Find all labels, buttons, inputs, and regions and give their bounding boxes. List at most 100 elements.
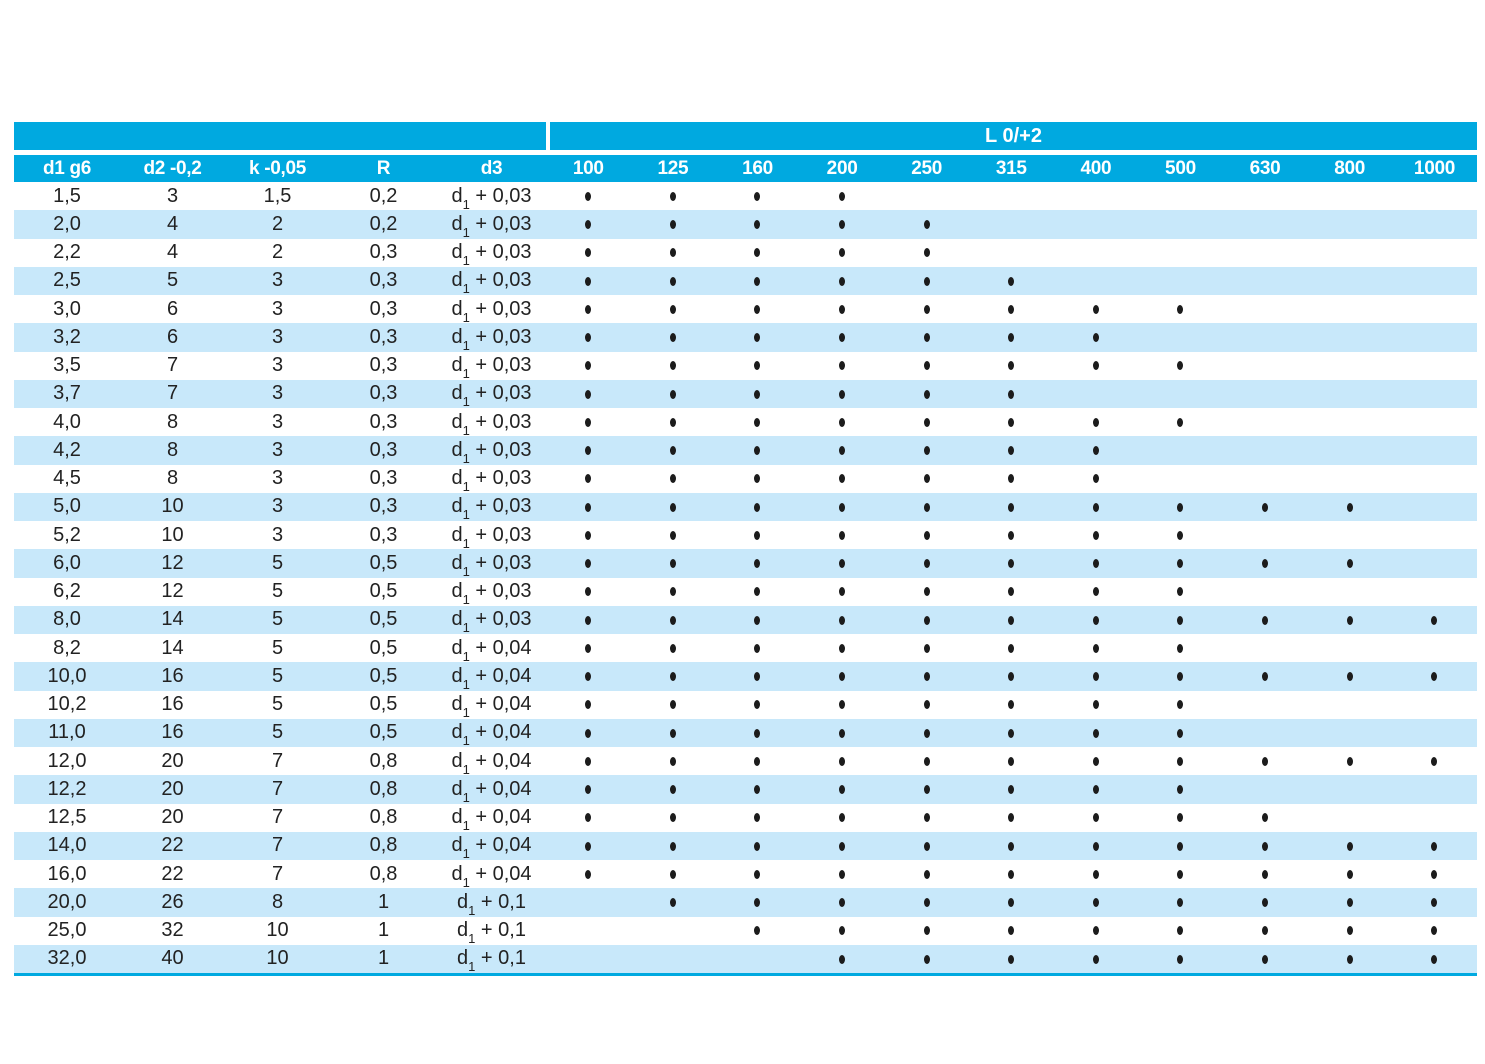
cell-k: 7 [271,862,284,885]
cell-d3: d1 + 0,1 [437,888,546,917]
cell-d2: 7 [166,354,179,377]
cell-length-400 [1053,775,1139,804]
availability-dot [1092,530,1099,540]
cell-length-1000 [1391,888,1477,917]
availability-dot [1346,869,1353,879]
table-row: 3,5 7 3 0,3 d1 + 0,03 [14,352,1477,380]
availability-dot [839,530,846,540]
availability-dot [754,446,761,456]
availability-dot [1177,304,1184,314]
cell-length-200 [799,888,885,917]
availability-dot [754,841,761,851]
availability-dot [585,615,592,625]
availability-dot [1262,954,1269,964]
cell-length-125 [631,408,716,436]
cell-r: 0,3 [330,492,437,521]
cell-length-250 [884,831,969,860]
availability-dot [669,220,676,230]
cell-length-160 [715,408,800,436]
cell-length-200 [800,239,885,267]
availability-dot [923,304,930,314]
cell-length-200 [800,521,885,549]
cell-length-200 [800,804,885,832]
cell-r: 0,5 [330,662,437,691]
cell-length-500 [1138,605,1223,634]
cell-length-250 [884,634,969,662]
cell-length-1000 [1392,295,1477,323]
cell-length-400 [1054,691,1139,719]
availability-dot [923,700,930,710]
cell-length-125 [630,831,716,860]
cell-length-500 [1138,691,1223,719]
cell-length-630 [1223,352,1308,380]
cell-length-200 [800,182,885,210]
cell-length-160 [715,578,800,606]
cell-length-125 [630,944,716,973]
availability-dot [923,898,930,908]
cell-d1: 6,2 [53,580,81,603]
cell-r: 0,3 [369,297,398,320]
availability-dot [839,700,846,710]
cell-length-250 [884,379,969,408]
cell-length-160 [715,917,800,945]
cell-length-500 [1138,210,1223,239]
table-row: 25,0 32 10 1 d1 + 0,1 [14,917,1477,945]
table-row: 8,2 14 5 0,5 d1 + 0,04 [14,634,1477,663]
cell-length-400 [1054,295,1139,323]
cell-length-1000 [1392,804,1477,832]
availability-dot [839,276,846,286]
cell-length-500 [1138,917,1223,945]
cell-d2: 26 [120,888,225,917]
availability-dot [585,389,592,399]
availability-dot [1008,587,1015,597]
cell-length-1000 [1392,408,1477,436]
cell-length-250 [884,605,969,634]
availability-dot [754,389,761,399]
cell-length-250 [884,323,969,352]
cell-r: 0,8 [369,862,398,885]
cell-d3: d1 + 0,04 [437,775,546,804]
table-row: 10,2 16 5 0,5 d1 + 0,04 [14,691,1477,719]
availability-dot [754,304,761,314]
cell-length-1000 [1392,578,1477,606]
cell-d1: 12,0 [47,749,87,772]
cell-length-1000 [1391,492,1477,521]
availability-dot [1177,926,1184,936]
cell-length-125 [630,266,716,295]
cell-length-500 [1138,549,1223,578]
column-header-length-630: 630 [1222,155,1308,182]
cell-length-100 [546,804,631,832]
availability-dot [585,191,592,201]
availability-dot [839,672,846,682]
cell-length-100 [546,634,631,662]
availability-dot [923,559,930,569]
availability-dot [1008,333,1015,343]
cell-length-800 [1307,492,1392,521]
availability-dot [1092,417,1099,427]
cell-length-630 [1223,634,1308,662]
cell-r: 0,2 [330,210,437,239]
cell-length-800 [1307,691,1392,719]
availability-dot [1431,615,1438,625]
cell-length-400 [1053,266,1139,295]
availability-dot [1346,841,1353,851]
cell-length-200 [799,323,885,352]
cell-length-250 [884,210,969,239]
availability-dot [1177,502,1184,512]
cell-d2: 20 [120,775,225,804]
cell-length-100 [546,408,631,436]
cell-length-500 [1138,408,1223,436]
cell-d2: 16 [120,662,225,691]
cell-d2: 4 [166,241,179,264]
cell-d3: d1 + 0,04 [451,749,532,777]
cell-length-125 [630,492,716,521]
availability-dot [839,756,846,766]
cell-length-800 [1307,605,1392,634]
cell-d3: d1 + 0,03 [451,410,532,438]
cell-length-500 [1138,295,1223,323]
availability-dot [923,220,930,230]
table-row: 6,0 12 5 0,5 d1 + 0,03 [14,549,1477,578]
availability-dot [1431,756,1438,766]
cell-length-100 [546,182,631,210]
